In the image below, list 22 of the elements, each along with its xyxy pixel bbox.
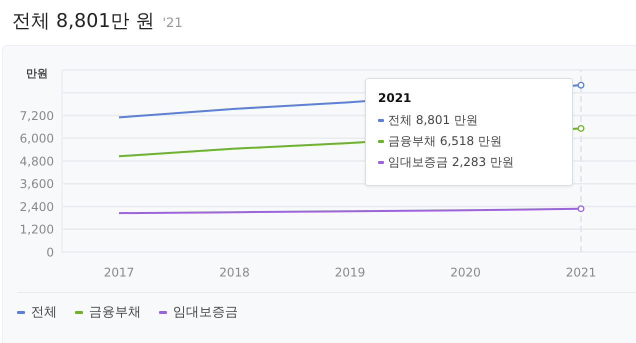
annotation: 금융부채 6,518 만원 [388,133,502,150]
annotation: 임대보증금 2,283 만원 [388,154,514,171]
y-tick-label: 4,800 [20,154,54,168]
y-tick-label: 0 [46,245,54,260]
y-tick-label: 3,600 [20,177,54,192]
legend-label: 금융부채 [89,304,141,321]
chart-title: 전체 8,801만 원 [12,10,154,32]
legend-label: 임대보증금 [173,304,238,321]
x-tick-label: 2019 [334,266,366,280]
x-tick-label: 2018 [219,266,250,280]
x-tick-label: 2017 [104,266,134,280]
y-axis-title: 만원 [26,66,48,81]
chart-subtitle: '21 [162,16,183,31]
y-tick-label: 2,400 [20,200,54,214]
x-tick-label: 2020 [450,266,481,280]
legend-label: 전체 [31,304,57,321]
y-tick-label: 6,000 [20,132,54,146]
y-tick-label: 7,200 [20,108,54,123]
annotation: 전체 8,801 만원 [388,112,478,129]
y-tick-label: 1,200 [20,222,54,237]
annotation: 2021 [378,91,412,105]
x-tick-label: 2021 [566,266,596,280]
